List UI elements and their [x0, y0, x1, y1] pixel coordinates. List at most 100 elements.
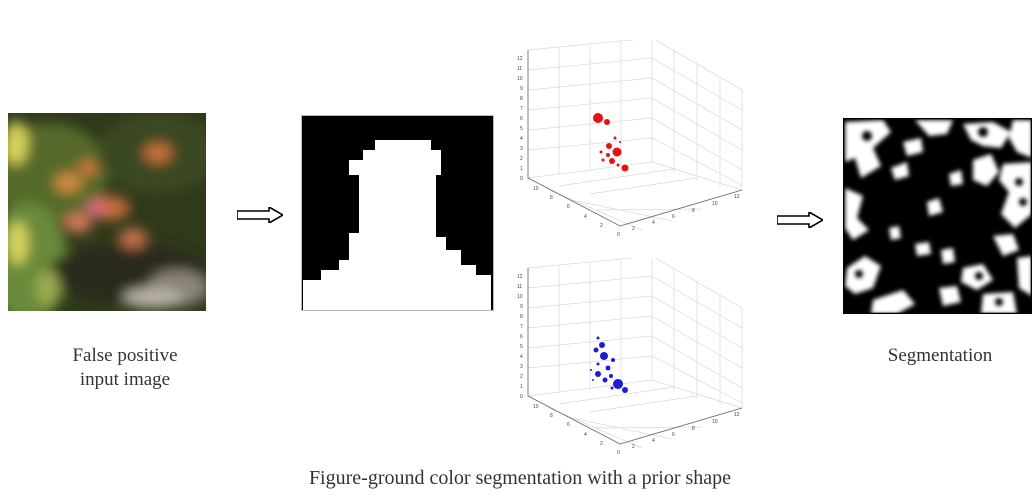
data-point	[596, 362, 600, 366]
data-point	[613, 379, 623, 389]
svg-text:2: 2	[520, 374, 523, 380]
input-image-photo	[8, 113, 206, 311]
data-point	[601, 158, 605, 162]
svg-text:10: 10	[517, 76, 523, 82]
data-point	[604, 119, 610, 125]
svg-text:7: 7	[520, 106, 523, 112]
foreground-color-scatter-plot: 0 1 2 3 4 5 6 7 8 9 10 11 12 0 2 4 6 8 1…	[512, 37, 764, 250]
svg-text:3: 3	[520, 146, 523, 152]
svg-text:0: 0	[617, 450, 620, 456]
svg-text:8: 8	[692, 426, 695, 432]
svg-text:10: 10	[712, 201, 718, 207]
mask-silhouette	[303, 140, 491, 311]
y-axis-ticks: 2 4 6 8 10 12	[632, 194, 740, 232]
data-point	[602, 377, 608, 383]
svg-text:8: 8	[520, 96, 523, 102]
svg-text:10: 10	[712, 419, 718, 425]
svg-text:4: 4	[584, 432, 587, 438]
svg-text:0: 0	[520, 394, 523, 400]
svg-text:6: 6	[520, 116, 523, 122]
svg-text:6: 6	[567, 204, 570, 210]
data-point	[611, 358, 615, 362]
svg-text:1: 1	[520, 384, 523, 390]
svg-text:6: 6	[567, 422, 570, 428]
svg-text:2: 2	[632, 444, 635, 450]
svg-text:2: 2	[600, 223, 603, 229]
svg-text:5: 5	[520, 344, 523, 350]
svg-text:8: 8	[520, 314, 523, 320]
z-axis-ticks: 0 1 2 3 4 5 6 7 8 9 10 11 12	[517, 274, 523, 400]
figure-caption: Figure-ground color segmentation with a …	[308, 467, 732, 489]
segmentation-result	[843, 118, 1032, 314]
data-point	[593, 113, 603, 123]
segmentation-caption: Segmentation	[887, 345, 993, 366]
data-point	[622, 387, 628, 393]
data-point	[590, 369, 592, 371]
svg-text:11: 11	[517, 66, 522, 72]
data-point	[592, 379, 594, 381]
svg-text:8: 8	[550, 413, 553, 419]
svg-text:10: 10	[517, 294, 523, 300]
input-caption-line2: input image	[79, 369, 171, 390]
data-point	[599, 342, 605, 348]
svg-text:12: 12	[734, 194, 740, 200]
data-point	[593, 347, 599, 353]
svg-text:8: 8	[550, 195, 553, 201]
y-axis-ticks: 2 4 6 8 10 12	[632, 412, 740, 450]
data-point	[621, 164, 629, 172]
data-point	[613, 136, 617, 140]
prior-shape-mask	[301, 115, 494, 311]
svg-text:10: 10	[533, 186, 539, 192]
svg-text:12: 12	[734, 412, 740, 418]
data-point	[609, 374, 613, 378]
svg-text:6: 6	[520, 334, 523, 340]
data-point	[606, 153, 610, 157]
data-point	[599, 150, 603, 154]
x-axis-ticks: 0 2 4 6 8 10	[533, 186, 620, 238]
svg-text:9: 9	[520, 304, 523, 310]
plot-grid	[526, 37, 744, 231]
data-point	[595, 371, 601, 377]
svg-text:11: 11	[517, 284, 522, 290]
data-point	[596, 336, 600, 340]
svg-text:0: 0	[617, 232, 620, 238]
svg-text:9: 9	[520, 86, 523, 92]
data-point	[605, 365, 611, 371]
double-right-arrow-icon	[776, 210, 825, 230]
data-point	[606, 143, 612, 149]
svg-text:6: 6	[672, 432, 675, 438]
x-axis-ticks: 0 2 4 6 8 10	[533, 404, 620, 456]
background-color-scatter-plot: 0 1 2 3 4 5 6 7 8 9 10 11 12 0 2 4 6 8 1…	[512, 255, 764, 468]
svg-text:6: 6	[672, 214, 675, 220]
data-point	[612, 147, 622, 157]
data-point	[609, 158, 615, 164]
data-point	[616, 163, 620, 167]
svg-text:4: 4	[652, 438, 655, 444]
double-right-arrow-icon	[236, 205, 285, 225]
svg-text:1: 1	[520, 166, 523, 172]
svg-text:2: 2	[520, 156, 523, 162]
data-point	[610, 386, 614, 390]
svg-text:12: 12	[517, 56, 523, 62]
input-image	[8, 113, 206, 311]
svg-text:4: 4	[520, 136, 523, 142]
svg-text:0: 0	[520, 176, 523, 182]
svg-text:5: 5	[520, 126, 523, 132]
input-caption-line1: False positive	[72, 345, 178, 366]
svg-text:2: 2	[632, 226, 635, 232]
svg-text:4: 4	[520, 354, 523, 360]
svg-text:4: 4	[584, 214, 587, 220]
svg-text:12: 12	[517, 274, 523, 280]
svg-text:8: 8	[692, 208, 695, 214]
plot-grid	[526, 255, 744, 449]
svg-text:2: 2	[600, 441, 603, 447]
foreground-points	[593, 113, 629, 172]
input-caption: False positive input image	[30, 344, 220, 392]
svg-text:10: 10	[533, 404, 539, 410]
svg-text:4: 4	[652, 220, 655, 226]
z-axis-ticks: 0 1 2 3 4 5 6 7 8 9 10 11 12	[517, 56, 523, 182]
data-point	[600, 352, 608, 360]
background-points	[590, 336, 628, 393]
data-point	[619, 141, 621, 143]
svg-text:7: 7	[520, 324, 523, 330]
